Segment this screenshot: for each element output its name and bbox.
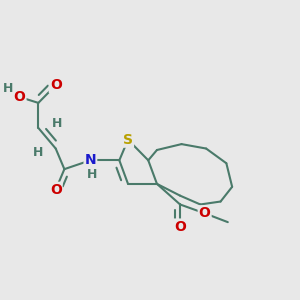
Text: H: H <box>3 82 13 95</box>
Text: S: S <box>123 133 133 147</box>
Text: H: H <box>33 146 44 159</box>
Text: O: O <box>14 90 26 104</box>
Text: H: H <box>52 117 62 130</box>
Text: O: O <box>50 183 62 197</box>
Text: O: O <box>199 206 211 220</box>
Text: H: H <box>87 168 97 181</box>
Text: O: O <box>50 78 62 92</box>
Text: O: O <box>174 220 186 234</box>
Text: N: N <box>85 153 96 167</box>
